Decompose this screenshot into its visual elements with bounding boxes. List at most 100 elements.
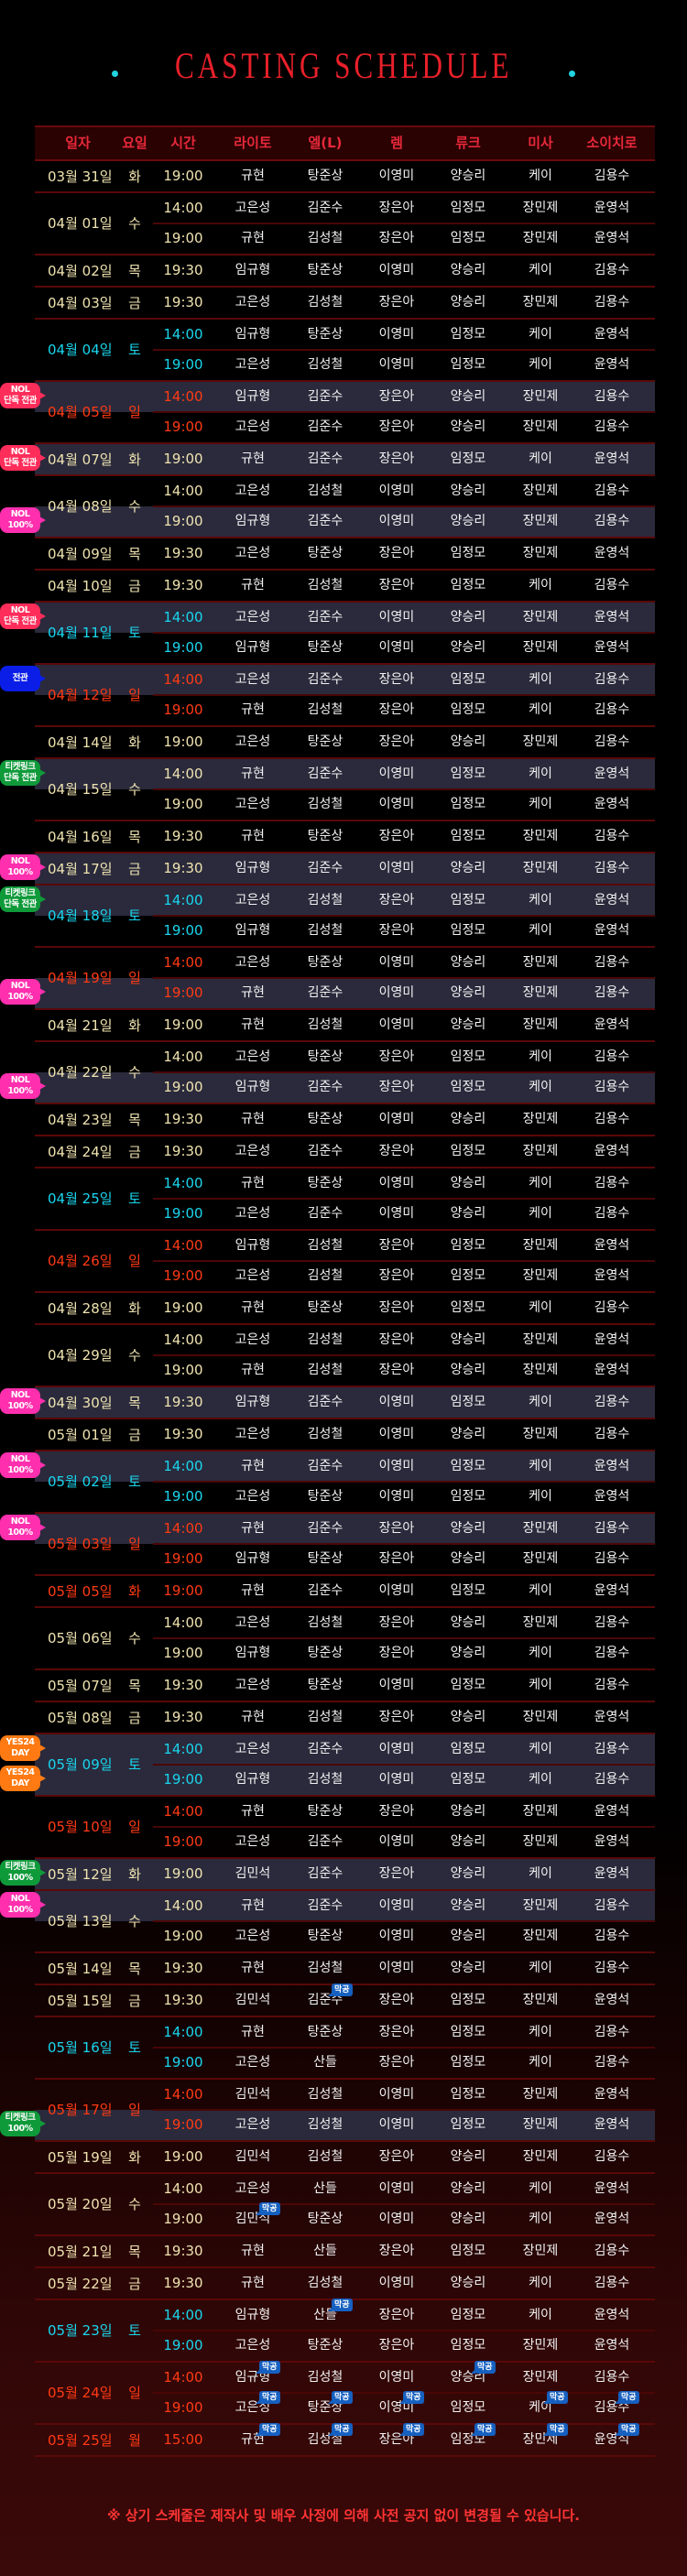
cast-light: 임규형 xyxy=(217,1544,289,1574)
performance-row: 14:00 고은성 김성철 장은아 임정모 케이 윤영석 티켓링크 단독 전관 xyxy=(0,886,655,916)
actor-name: 윤영석 xyxy=(594,1459,630,1473)
actor-name: 이영미 xyxy=(378,985,415,1000)
cast-misa: 케이 xyxy=(505,1293,576,1323)
actor-name: 임규형 xyxy=(234,1080,271,1094)
cast-ryuk: 임정모 xyxy=(432,2017,504,2048)
show-time: 14:00 xyxy=(163,2307,203,2323)
actor-name: 이영미 xyxy=(378,2087,415,2102)
cast-ryuk: 양승리 xyxy=(432,255,504,286)
performance-row: 14:00 고은성 김성철 장은아 양승리 장민제 윤영석 xyxy=(35,1325,655,1355)
badge-text: 100% xyxy=(7,520,33,530)
cast-l: 탕준상 xyxy=(289,1482,361,1512)
cast-l: 산들 xyxy=(289,2048,361,2078)
weekday-label: 목 xyxy=(128,262,141,279)
cast-l: 탕준상 막공 xyxy=(289,2391,361,2423)
actor-name: 임정모 xyxy=(450,2244,486,2258)
cast-l: 김준수 xyxy=(289,444,361,474)
schedule-row: 14:00 규현 탕준상 장은아 임정모 케이 김용수 19:00 고은성 산들 장은아 임정모 케이 김… xyxy=(35,2017,655,2080)
cast-soichiro: 윤영석 xyxy=(576,1859,648,1889)
cast-misa: 장민제 xyxy=(505,1797,576,1827)
actor-name: 장은아 xyxy=(378,672,415,687)
show-time: 19:30 xyxy=(163,2275,203,2291)
cast-misa: 케이 xyxy=(505,571,576,601)
date-label: 04월 03일 xyxy=(48,294,113,311)
cast-l: 탕준상 xyxy=(289,2331,361,2361)
actor-name: 윤영석 xyxy=(594,923,630,938)
actor-name: 김준수 xyxy=(307,1898,344,1913)
actor-name: 김성철 xyxy=(307,2087,344,2102)
cast-ryuk: 양승리 xyxy=(432,1827,504,1857)
cast-misa: 케이 xyxy=(505,1859,576,1889)
schedule-row: 19:30 김민석 김준수 막공 장은아 임정모 장민제 윤영석 05월 15일 금 xyxy=(35,1984,655,2017)
cast-light: 고은성 xyxy=(217,538,289,569)
cast-rem: 이영미 xyxy=(361,2174,432,2204)
actor-name: 김용수 xyxy=(594,1929,630,1943)
performance-row: 14:00 규현 탕준상 이영미 양승리 케이 김용수 xyxy=(35,1168,655,1199)
performance-row: 14:00 고은성 김성철 이영미 양승리 장민제 김용수 xyxy=(35,476,655,506)
performance-row: 19:00 규현 탕준상 이영미 양승리 케이 김용수 xyxy=(35,161,655,191)
actor-name: 케이 xyxy=(529,923,552,938)
last-show-badge: 막공 xyxy=(615,2391,639,2404)
schedule-row: 14:00 임규형 탕준상 이영미 임정모 케이 윤영석 19:00 고은성 김성철 이영미 임정모 케… xyxy=(35,320,655,382)
cast-l: 김성철 xyxy=(289,1325,361,1355)
actor-name: 산들 xyxy=(313,2181,337,2196)
actor-name: 장민제 xyxy=(522,829,559,843)
cast-rem: 이영미 xyxy=(361,633,432,663)
performance-row: 19:30 고은성 김성철 장은아 양승리 장민제 김용수 xyxy=(35,288,655,318)
actor-name: 장민제 xyxy=(522,295,559,310)
show-time: 14:00 xyxy=(163,1897,203,1914)
date-label: 05월 07일 xyxy=(48,1677,113,1694)
cast-l: 김성철 xyxy=(289,571,361,601)
performance-row: 14:00 고은성 김준수 이영미 양승리 장민제 윤영석 NOL 단독 전관 xyxy=(0,603,655,633)
actor-name: 탕준상 xyxy=(307,1049,344,1064)
performance-row: 19:00 규현 김성철 장은아 임정모 케이 김용수 xyxy=(35,694,655,725)
show-time: 14:00 xyxy=(163,1614,203,1631)
actor-name: 탕준상 xyxy=(307,955,344,970)
cast-soichiro: 김용수 xyxy=(576,288,648,318)
badge-text: 티켓링크 xyxy=(5,762,36,772)
cast-soichiro: 김용수 xyxy=(576,1638,648,1668)
actor-name: 윤영석 xyxy=(594,2338,630,2353)
actor-name: 규현 xyxy=(241,985,265,1000)
last-show-badge: 막공 xyxy=(328,2423,353,2436)
actor-name: 이영미 xyxy=(378,484,415,498)
cast-ryuk: 양승리 xyxy=(432,948,504,978)
cast-ryuk: 임정모 xyxy=(432,571,504,601)
actor-name: 김용수 xyxy=(594,829,630,843)
actor-name: 이영미 xyxy=(378,1772,415,1787)
actor-name: 케이 xyxy=(529,1459,552,1473)
date-label: 05월 10일 xyxy=(48,1819,113,1835)
cast-light: 규현 xyxy=(217,1891,289,1921)
actor-name: 장민제 xyxy=(522,1112,559,1126)
cast-rem: 이영미 xyxy=(361,320,432,350)
actor-name: 이영미 xyxy=(378,1898,415,1913)
cast-soichiro: 김용수 xyxy=(576,1544,648,1574)
actor-name: 임정모 xyxy=(450,2432,486,2447)
actor-name: 임규형 xyxy=(234,389,271,404)
show-time: 19:00 xyxy=(163,1488,203,1505)
date-label: 04월 19일 xyxy=(48,970,113,986)
last-show-badge: 막공 xyxy=(471,2361,496,2374)
show-time: 19:30 xyxy=(163,1677,203,1693)
actor-name: 임규형 xyxy=(234,923,271,938)
actor-name: 김준수 xyxy=(307,861,344,875)
cast-rem: 장은아 xyxy=(361,1042,432,1072)
show-time: 14:00 xyxy=(163,483,203,499)
cast-soichiro: 김용수 xyxy=(576,2142,648,2172)
actor-name: 임규형 xyxy=(234,2308,271,2322)
cast-l: 김준수 xyxy=(289,1199,361,1229)
actor-name: 장민제 xyxy=(522,231,559,245)
actor-name: 탕준상 xyxy=(307,1176,344,1190)
actor-name: 임정모 xyxy=(450,2025,486,2039)
cast-rem: 이영미 xyxy=(361,255,432,286)
actor-name: 규현 xyxy=(241,451,265,466)
actor-name: 규현 xyxy=(241,1112,265,1126)
actor-name: 윤영석 xyxy=(594,2117,630,2132)
date-label: 05월 05일 xyxy=(48,1582,113,1600)
show-time: 19:00 xyxy=(163,2399,203,2416)
cast-rem: 장은아 xyxy=(361,2300,432,2331)
actor-name: 탕준상 xyxy=(307,546,344,560)
cast-rem: 장은아 xyxy=(361,223,432,254)
actor-name: 고은성 xyxy=(234,672,271,687)
badge-text: 100% xyxy=(7,1086,33,1096)
